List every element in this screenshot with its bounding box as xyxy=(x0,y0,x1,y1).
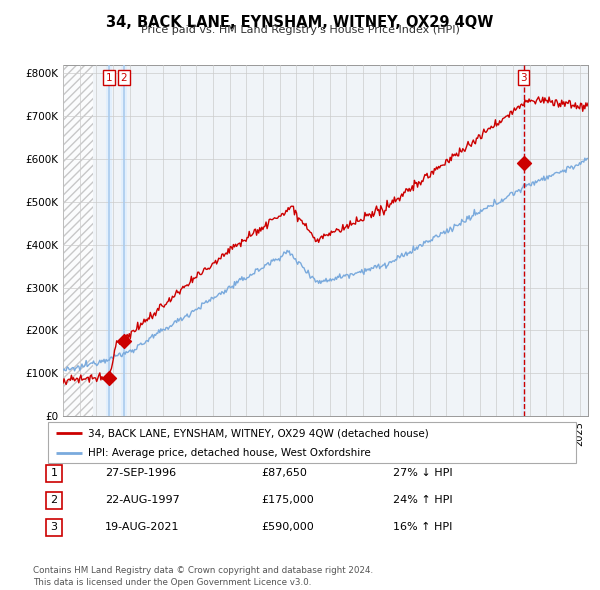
Text: 3: 3 xyxy=(520,73,527,83)
Bar xyxy=(63,65,93,416)
Bar xyxy=(106,65,112,416)
Text: 27-SEP-1996: 27-SEP-1996 xyxy=(105,468,176,478)
FancyBboxPatch shape xyxy=(48,422,576,463)
Text: 16% ↑ HPI: 16% ↑ HPI xyxy=(393,523,452,532)
Text: HPI: Average price, detached house, West Oxfordshire: HPI: Average price, detached house, West… xyxy=(88,448,370,458)
FancyBboxPatch shape xyxy=(46,465,62,481)
Text: 22-AUG-1997: 22-AUG-1997 xyxy=(105,496,180,505)
Text: 34, BACK LANE, EYNSHAM, WITNEY, OX29 4QW (detached house): 34, BACK LANE, EYNSHAM, WITNEY, OX29 4QW… xyxy=(88,428,428,438)
Text: 27% ↓ HPI: 27% ↓ HPI xyxy=(393,468,452,478)
Text: 1: 1 xyxy=(106,73,112,83)
Text: 2: 2 xyxy=(50,496,58,505)
Text: £590,000: £590,000 xyxy=(261,523,314,532)
Text: £87,650: £87,650 xyxy=(261,468,307,478)
Point xyxy=(104,373,113,383)
Text: 19-AUG-2021: 19-AUG-2021 xyxy=(105,523,179,532)
Text: 24% ↑ HPI: 24% ↑ HPI xyxy=(393,496,452,505)
FancyBboxPatch shape xyxy=(46,519,62,536)
Text: 34, BACK LANE, EYNSHAM, WITNEY, OX29 4QW: 34, BACK LANE, EYNSHAM, WITNEY, OX29 4QW xyxy=(106,15,494,30)
Point xyxy=(119,336,128,346)
Point xyxy=(518,159,529,168)
FancyBboxPatch shape xyxy=(46,492,62,509)
Text: 2: 2 xyxy=(121,73,127,83)
Text: 3: 3 xyxy=(50,523,58,532)
Text: Price paid vs. HM Land Registry's House Price Index (HPI): Price paid vs. HM Land Registry's House … xyxy=(140,25,460,35)
Text: 1: 1 xyxy=(50,468,58,478)
Bar xyxy=(121,65,127,416)
Text: £175,000: £175,000 xyxy=(261,496,314,505)
Bar xyxy=(521,65,526,416)
Text: Contains HM Land Registry data © Crown copyright and database right 2024.
This d: Contains HM Land Registry data © Crown c… xyxy=(33,566,373,587)
